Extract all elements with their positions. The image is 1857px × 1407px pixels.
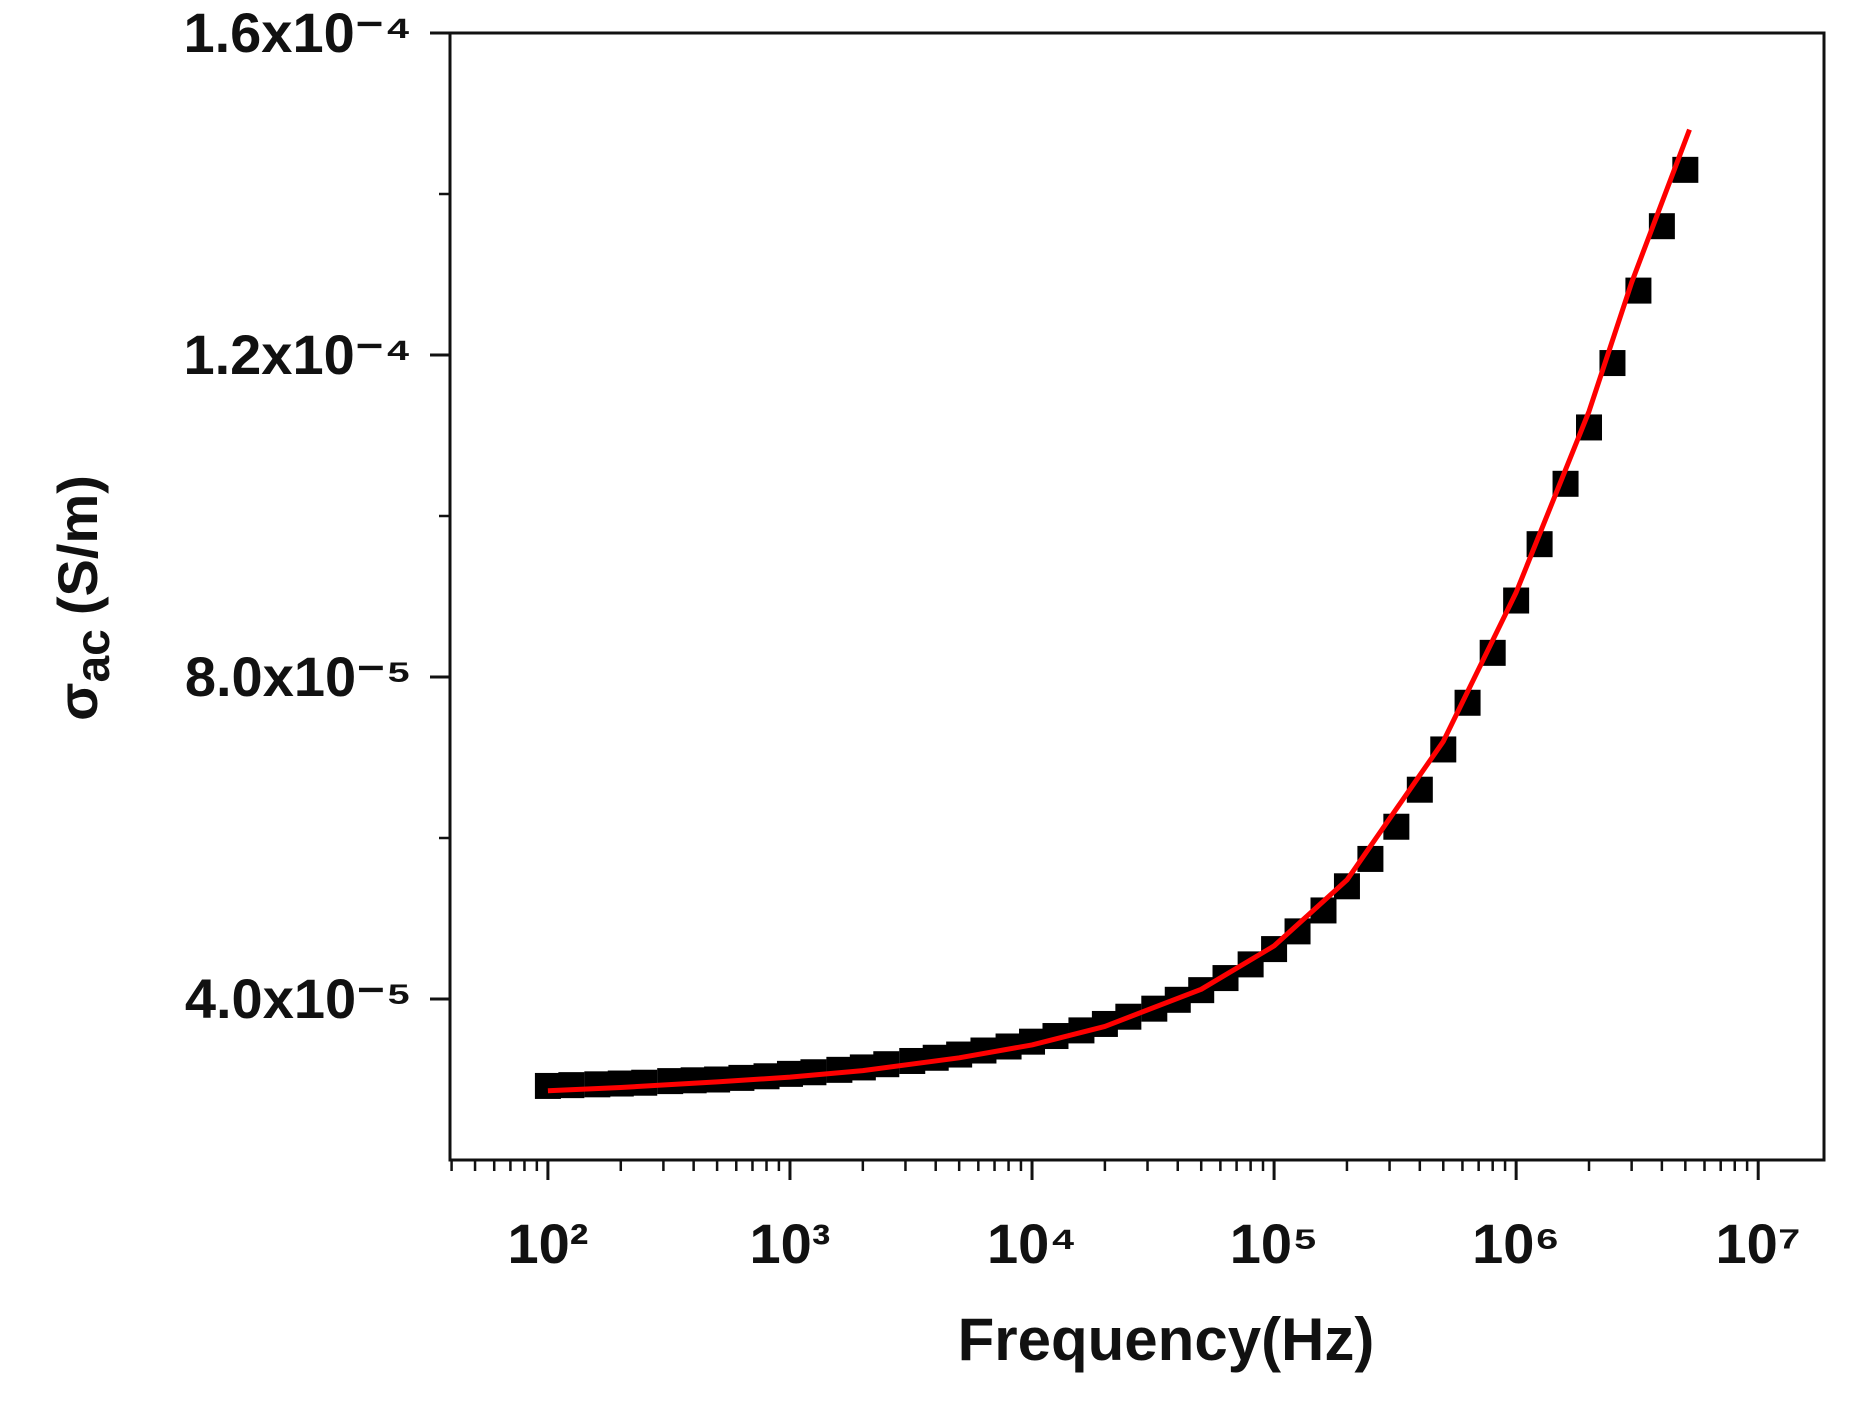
x-tick-label: 10² (507, 1212, 588, 1275)
x-tick-label: 10⁵ (1230, 1212, 1319, 1275)
x-tick-label: 10⁴ (987, 1212, 1077, 1275)
y-axis-symbol: σ (46, 683, 109, 721)
y-axis-subscript: ac (67, 629, 120, 682)
x-axis-title: Frequency(Hz) (958, 1306, 1375, 1373)
fit-line (547, 128, 1692, 1094)
y-tick-label: 1.6x10⁻⁴ (183, 1, 412, 64)
data-marker (631, 1069, 658, 1096)
plot-frame (448, 31, 1826, 1162)
data-marker (657, 1068, 684, 1095)
y-tick-label: 1.2x10⁻⁴ (183, 323, 412, 386)
y-tick-label: 8.0x10⁻⁵ (185, 645, 412, 708)
data-marker (584, 1071, 611, 1098)
data-marker (534, 1072, 561, 1099)
data-marker (558, 1072, 585, 1099)
y-tick-label: 4.0x10⁻⁵ (185, 967, 412, 1030)
x-tick-label: 10⁶ (1472, 1212, 1560, 1275)
x-tick-label: 10³ (750, 1212, 831, 1275)
x-tick-label: 10⁷ (1715, 1212, 1800, 1275)
y-axis-unit: (S/m) (46, 475, 109, 615)
data-marker (607, 1070, 634, 1097)
y-axis-title: σac (S/m) (46, 475, 120, 721)
